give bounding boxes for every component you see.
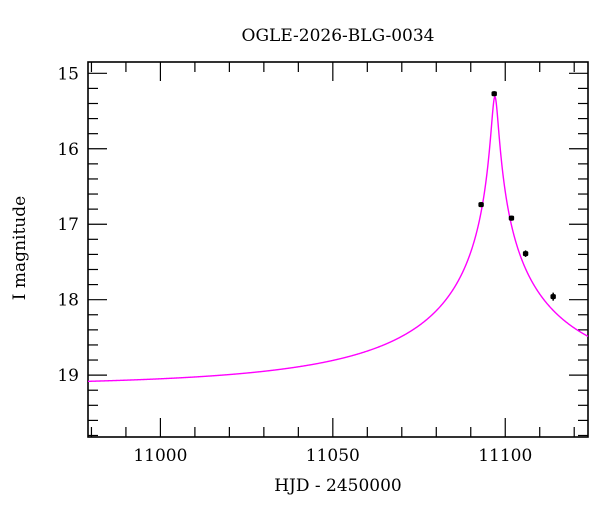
data-point (508, 215, 515, 221)
x-tick-labels: 11000 11050 11100 (133, 446, 532, 466)
y-axis-label: I magnitude (10, 196, 30, 300)
point-marker (522, 251, 529, 257)
point-marker (478, 202, 484, 208)
x-tick-label: 11100 (478, 446, 532, 466)
point-marker (550, 294, 556, 300)
data-point (478, 202, 484, 208)
axis-ticks (88, 62, 588, 437)
y-tick-label: 18 (57, 291, 79, 311)
plot-area: 11000 11050 11100 15 16 17 18 19 (57, 61, 589, 466)
data-points (478, 91, 556, 301)
x-tick-label: 11000 (133, 446, 187, 466)
x-axis-label: HJD - 2450000 (274, 476, 402, 496)
x-tick-label: 11050 (306, 446, 360, 466)
chart-title: OGLE-2026-BLG-0034 (242, 26, 435, 46)
point-marker (508, 215, 515, 221)
data-point (550, 292, 556, 301)
plot-frame (87, 61, 589, 438)
y-tick-label: 17 (57, 215, 79, 235)
point-marker (491, 91, 497, 97)
y-tick-labels: 15 16 17 18 19 (57, 64, 79, 386)
data-point (522, 250, 529, 257)
y-tick-label: 19 (57, 366, 79, 386)
data-point (491, 91, 497, 97)
y-tick-label: 15 (57, 64, 79, 84)
y-tick-label: 16 (57, 140, 79, 160)
model-curve (87, 95, 589, 383)
